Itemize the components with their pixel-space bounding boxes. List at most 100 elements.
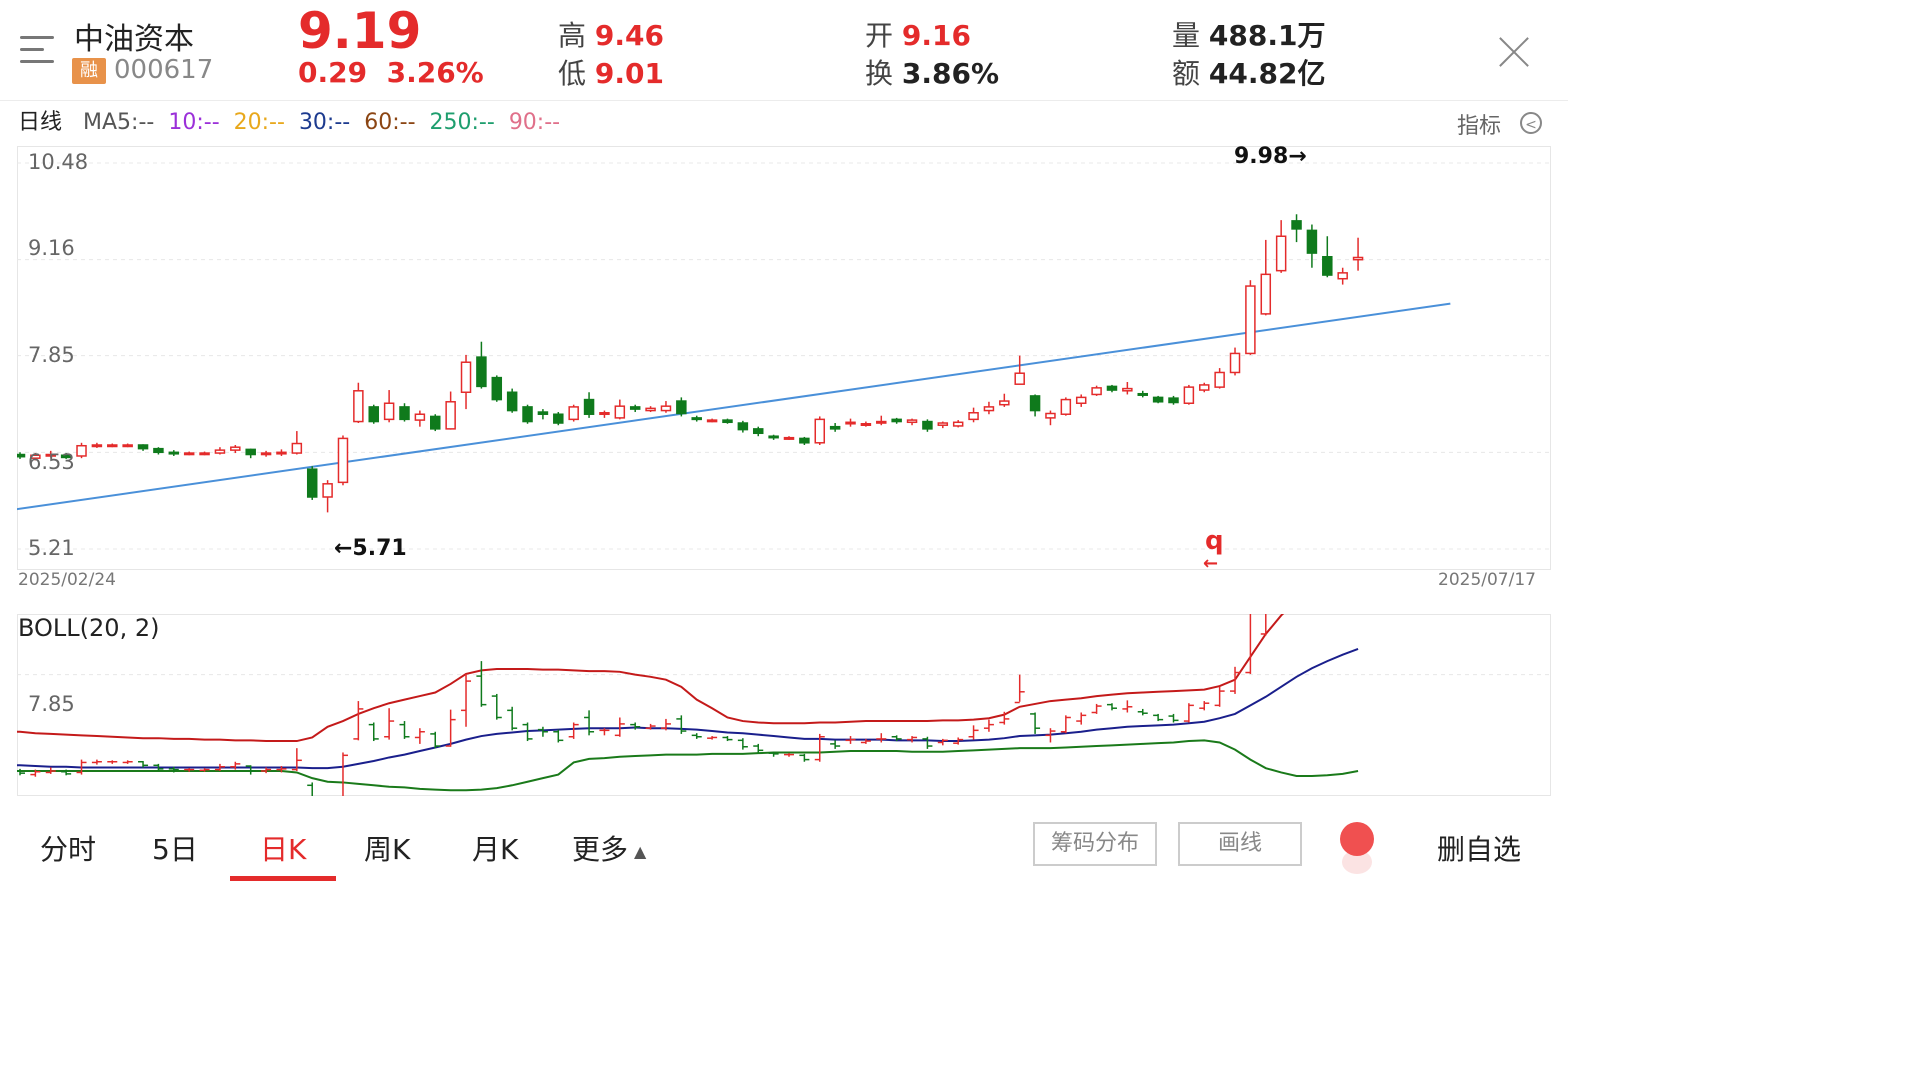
- amount-quote: 额 44.82亿: [1172, 57, 1326, 90]
- ma-legend: 日线 MA5:-- 10:-- 20:-- 30:-- 60:-- 250:-- 90:--: [18, 104, 588, 136]
- ohlc-bar: [1214, 686, 1225, 707]
- ohlc-bar: [737, 738, 748, 750]
- candle-body: [476, 356, 487, 388]
- menu-icon[interactable]: [20, 36, 56, 66]
- candle: [814, 416, 826, 445]
- tab-daily-k[interactable]: 日K: [260, 833, 307, 866]
- boll-panel[interactable]: [17, 614, 1551, 796]
- candle-body: [553, 413, 564, 424]
- indicator-button[interactable]: 指标: [1457, 114, 1502, 139]
- candle: [91, 442, 103, 448]
- candle: [1352, 237, 1364, 271]
- candle-body: [30, 454, 41, 459]
- candle-body: [799, 437, 810, 444]
- candle-body: [168, 451, 180, 455]
- event-marker[interactable]: q ←: [1203, 526, 1224, 573]
- ohlc-bar: [291, 748, 302, 772]
- candle-body: [891, 418, 902, 423]
- tab-intraday[interactable]: 分时: [40, 833, 97, 866]
- candle: [1260, 239, 1272, 316]
- ohlc-bar: [584, 710, 595, 736]
- candle: [722, 418, 733, 424]
- ohlc-bar: [1260, 614, 1267, 636]
- candle: [768, 434, 779, 440]
- candle: [291, 431, 303, 455]
- candle: [414, 410, 426, 427]
- boll-title: BOLL(20, 2): [18, 614, 160, 642]
- candle: [537, 409, 549, 420]
- candle-body: [1060, 398, 1072, 415]
- candle-body: [506, 391, 518, 412]
- candle-body: [414, 413, 426, 421]
- chip-distribution-button[interactable]: 筹码分布: [1033, 822, 1157, 866]
- candle: [752, 426, 764, 437]
- ohlc-bar: [799, 753, 810, 762]
- candle: [337, 435, 349, 486]
- remove-watchlist-button[interactable]: 删自选: [1437, 833, 1522, 866]
- ohlc-bar: [1076, 712, 1087, 725]
- candle: [983, 401, 995, 415]
- candle: [476, 341, 487, 389]
- ohlc-bar: [1137, 708, 1148, 716]
- candle-body: [629, 406, 641, 410]
- candle: [1306, 224, 1318, 268]
- candle-body: [1245, 285, 1256, 355]
- ohlc-bar: [353, 701, 364, 741]
- ma-item-3: 30:--: [298, 110, 351, 135]
- candle-body: [937, 422, 949, 426]
- ohlc-bar: [1183, 703, 1194, 723]
- close-icon[interactable]: [1498, 36, 1530, 68]
- candle-body: [1106, 385, 1118, 391]
- draw-line-button[interactable]: 画线: [1178, 822, 1302, 866]
- chevron-left-icon[interactable]: <: [1520, 112, 1542, 134]
- tab-monthly-k[interactable]: 月K: [472, 833, 519, 866]
- candle: [1137, 390, 1148, 398]
- candle-body: [906, 419, 918, 424]
- ohlc-bar: [199, 768, 210, 772]
- candle: [876, 415, 887, 426]
- candle: [322, 480, 333, 513]
- candle-body: [1014, 372, 1025, 385]
- candle: [1060, 397, 1072, 416]
- tab-5day[interactable]: 5日: [152, 833, 198, 866]
- ohlc-bar: [1091, 703, 1102, 714]
- tab-more[interactable]: 更多 ▲: [572, 828, 646, 868]
- ohlc-bar: [122, 760, 133, 764]
- kline-chart[interactable]: [17, 146, 1551, 570]
- candle-body: [1029, 395, 1041, 412]
- price-change: 0.29 3.26%: [298, 56, 484, 89]
- tab-weekly-k[interactable]: 周K: [364, 833, 411, 866]
- candle: [629, 404, 641, 413]
- candle: [737, 420, 749, 433]
- ohlc-bar: [784, 753, 794, 757]
- candle-body: [491, 376, 503, 401]
- record-dot-icon[interactable]: [1340, 822, 1374, 856]
- candle-body: [968, 412, 979, 421]
- candle-body: [107, 444, 118, 448]
- ohlc-bar: [707, 736, 718, 740]
- ohlc-bar: [138, 760, 149, 768]
- ohlc-bar: [1245, 614, 1252, 674]
- candle-body: [583, 398, 595, 415]
- candle: [399, 403, 410, 422]
- candle: [214, 447, 226, 455]
- ohlc-bar: [230, 761, 241, 770]
- candle: [891, 417, 902, 424]
- candle-body: [460, 361, 472, 394]
- margin-badge: 融: [72, 58, 106, 84]
- candle: [660, 401, 672, 413]
- ma-item-2: 20:--: [233, 110, 285, 135]
- ohlc-bar: [245, 765, 256, 775]
- turnover-quote: 换 3.86%: [865, 57, 1000, 90]
- candle-body: [876, 420, 887, 424]
- candle-body: [1152, 396, 1164, 403]
- trendline[interactable]: [17, 302, 1451, 513]
- kline-panel[interactable]: [17, 146, 1551, 570]
- candle-body: [1137, 392, 1148, 396]
- candle-body: [599, 412, 610, 416]
- ma-item-5: 250:--: [429, 110, 495, 135]
- ohlc-bar: [522, 722, 533, 742]
- ohlc-bar: [999, 711, 1010, 725]
- ohlc-bar: [184, 768, 195, 772]
- boll-chart[interactable]: [17, 614, 1551, 796]
